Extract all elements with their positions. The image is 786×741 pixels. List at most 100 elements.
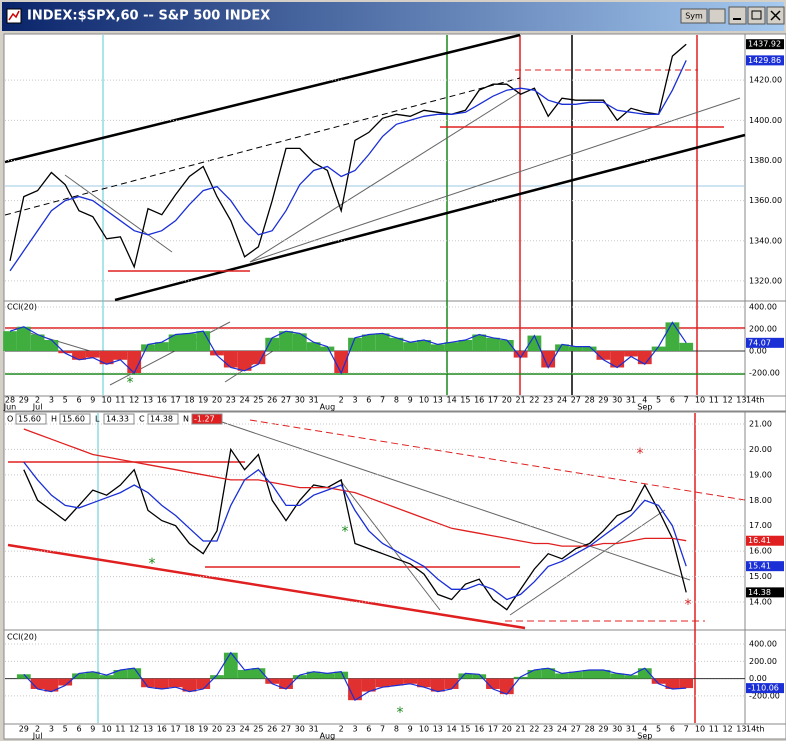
window-title: INDEX:$SPX,60 -- S&P 500 INDEX <box>27 9 270 24</box>
x-tick-label: 13 <box>736 725 746 734</box>
trend-line <box>249 97 741 263</box>
x-tick-label: 28 <box>585 725 595 734</box>
x-tick-label: 18 <box>184 725 194 734</box>
cci-bar <box>430 344 445 351</box>
y-tick-label: 14.00 <box>749 598 772 607</box>
y-tick-label: 16.00 <box>749 547 772 556</box>
y-tick-label: 400.00 <box>749 302 777 311</box>
x-tick-label: 9 <box>90 725 95 734</box>
x-tick-label: 17 <box>488 725 498 734</box>
maximize-button[interactable] <box>747 6 766 25</box>
y-tick-label: 1340.00 <box>749 236 782 245</box>
y-tick-label: 18.00 <box>749 496 772 505</box>
x-tick-label: 7 <box>380 725 385 734</box>
cci-bar <box>430 678 445 692</box>
cci-bar <box>665 678 680 689</box>
cci-bar <box>651 346 666 351</box>
x-tick-label: 3 <box>49 396 54 405</box>
cci-bar <box>168 334 183 351</box>
x-tick-label: 23 <box>226 396 236 405</box>
x-tick-label: 4 <box>642 396 647 405</box>
cci-bar <box>389 678 404 686</box>
x-tick-label: 21 <box>516 725 526 734</box>
cci-bar <box>58 350 73 354</box>
cci-bar <box>417 678 431 688</box>
signal-star: * <box>127 375 134 391</box>
cci-bar <box>527 335 542 351</box>
x-tick-label: 13 <box>736 396 746 405</box>
channel-line <box>7 543 526 630</box>
x-tick-label: 13 <box>143 725 153 734</box>
cci-bar <box>472 334 487 351</box>
x-tick-label: 10 <box>419 725 429 734</box>
cci-bar <box>624 350 638 357</box>
minimize-button[interactable] <box>728 6 747 25</box>
arrows-button[interactable] <box>708 8 726 24</box>
month-label: Sep <box>637 732 652 741</box>
cci-line <box>23 651 687 702</box>
channel-midline <box>4 77 521 216</box>
x-tick-label: 5 <box>63 725 68 734</box>
cci-bar <box>72 673 86 679</box>
cci-bar <box>210 675 224 679</box>
x-tick-label: 12 <box>129 725 139 734</box>
cci-bar <box>251 668 266 679</box>
y-tick-label: 15.00 <box>749 572 772 581</box>
x-tick-label: 31 <box>626 396 636 405</box>
cci-bar <box>85 350 100 358</box>
cci-bar <box>16 674 31 679</box>
cci-bar <box>403 678 418 684</box>
x-tick-label: 29 <box>19 396 29 405</box>
cci-bar <box>541 350 556 368</box>
cci-bar <box>486 678 500 689</box>
signal-star: * <box>637 446 644 462</box>
cci-bar <box>223 350 238 368</box>
cci-bar <box>306 671 321 679</box>
cci-bar <box>196 331 211 351</box>
cci-bar <box>182 333 197 351</box>
sym-button[interactable] <box>680 8 708 24</box>
trend-line <box>509 509 666 616</box>
cci-bar <box>292 333 307 351</box>
cci-bar <box>44 339 59 351</box>
cci-bar <box>375 678 390 688</box>
ohlc-name: H <box>51 415 57 424</box>
x-tick-label: 11 <box>709 725 719 734</box>
cci-bar <box>320 673 335 679</box>
x-tick-label: 6 <box>670 725 675 734</box>
x-tick-label: 17 <box>488 396 498 405</box>
x-tick-label: 30 <box>612 725 622 734</box>
x-tick-label: 16 <box>157 725 167 734</box>
cci-bar <box>3 331 17 351</box>
x-tick-label: 10 <box>102 725 112 734</box>
cci-bar <box>58 678 73 686</box>
cci-bar <box>210 350 224 356</box>
last-value-box <box>746 337 784 348</box>
cci-bar <box>30 334 45 351</box>
cci-bar <box>555 673 569 679</box>
y-tick-label: 1320.00 <box>749 276 782 285</box>
x-tick-label: 14th <box>746 725 764 734</box>
cci-bar <box>320 346 335 351</box>
cci-bar <box>16 326 31 351</box>
cci-bar <box>196 678 211 689</box>
trend-line <box>64 174 173 253</box>
x-tick-label: 2 <box>339 396 344 405</box>
cci-bar <box>679 342 694 351</box>
x-tick-label: 27 <box>281 725 291 734</box>
x-tick-label: 2 <box>35 725 40 734</box>
x-tick-label: 10 <box>695 725 705 734</box>
ohlc-name: C <box>139 415 145 424</box>
cci-bar <box>679 678 694 689</box>
x-tick-label: 6 <box>366 396 371 405</box>
cci-bar <box>417 339 431 351</box>
x-tick-label: 21 <box>516 396 526 405</box>
x-tick-label: 25 <box>253 396 263 405</box>
cci-bar <box>44 678 59 692</box>
x-tick-label: 13 <box>433 396 443 405</box>
y-tick-label: 1380.00 <box>749 156 782 165</box>
x-tick-label: 19 <box>198 396 208 405</box>
ohlc-value: 15.60 <box>62 415 85 424</box>
cci-bar <box>568 346 583 351</box>
